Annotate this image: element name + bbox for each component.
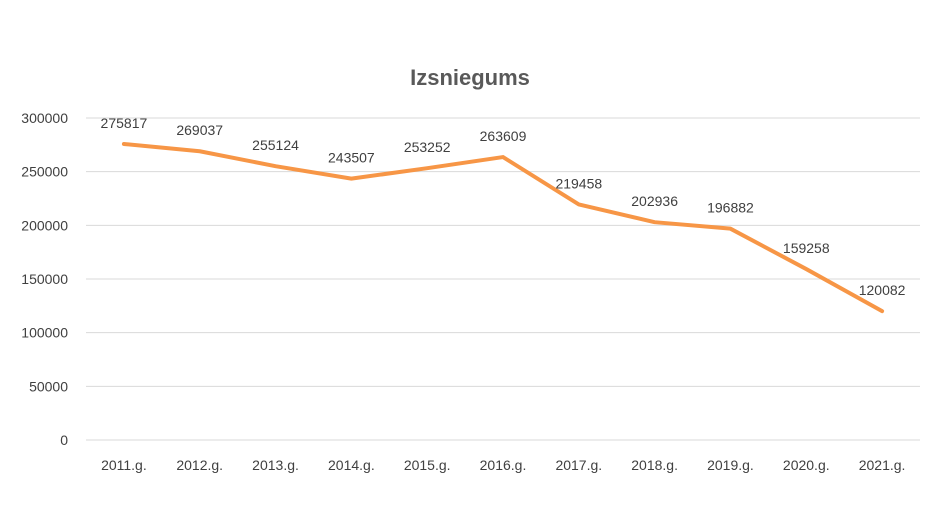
data-point [654, 221, 656, 223]
chart-title: Izsniegums [410, 65, 530, 90]
data-labels: 275817 269037 255124 243507 253252 263609 2194… [101, 115, 906, 298]
x-axis-tick-labels: 2011.g. 2012.g. 2013.g. 2014.g. 2015.g. 2016.… [101, 457, 905, 473]
y-tick-label: 100000 [21, 325, 68, 341]
data-point [805, 268, 807, 270]
data-label: 263609 [480, 128, 527, 144]
data-label: 219458 [555, 175, 602, 191]
x-tick-label: 2011.g. [101, 457, 147, 473]
x-tick-label: 2016.g. [480, 457, 527, 473]
data-point [502, 156, 504, 158]
x-tick-label: 2021.g. [859, 457, 906, 473]
data-point [199, 150, 201, 152]
data-point [578, 203, 580, 205]
y-tick-label: 150000 [21, 271, 68, 287]
data-label: 269037 [176, 122, 223, 138]
y-tick-label: 200000 [21, 217, 68, 233]
x-tick-label: 2018.g. [631, 457, 678, 473]
series-line [121, 141, 885, 314]
data-point [426, 167, 428, 169]
x-tick-label: 2014.g. [328, 457, 375, 473]
y-tick-label: 300000 [21, 110, 68, 126]
data-label: 275817 [101, 115, 148, 131]
x-tick-label: 2020.g. [783, 457, 830, 473]
data-label: 253252 [404, 139, 451, 155]
data-label: 196882 [707, 200, 754, 216]
data-label: 120082 [859, 282, 906, 298]
x-tick-label: 2012.g. [176, 457, 223, 473]
data-point [123, 143, 125, 145]
y-tick-label: 250000 [21, 164, 68, 180]
data-label: 255124 [252, 137, 299, 153]
gridlines [86, 117, 920, 441]
data-point [275, 165, 277, 167]
x-tick-label: 2013.g. [252, 457, 299, 473]
y-axis-tick-labels: 0 50000 100000 150000 200000 250000 300000 [21, 110, 68, 448]
x-tick-label: 2019.g. [707, 457, 754, 473]
y-tick-label: 50000 [29, 378, 68, 394]
data-label: 159258 [783, 240, 830, 256]
x-tick-label: 2015.g. [404, 457, 451, 473]
series-lines [121, 141, 885, 314]
data-point [881, 310, 883, 312]
data-label: 202936 [631, 193, 678, 209]
y-tick-label: 0 [60, 432, 68, 448]
data-label: 243507 [328, 150, 375, 166]
x-tick-label: 2017.g. [555, 457, 602, 473]
data-point [350, 178, 352, 180]
data-point [729, 228, 731, 230]
